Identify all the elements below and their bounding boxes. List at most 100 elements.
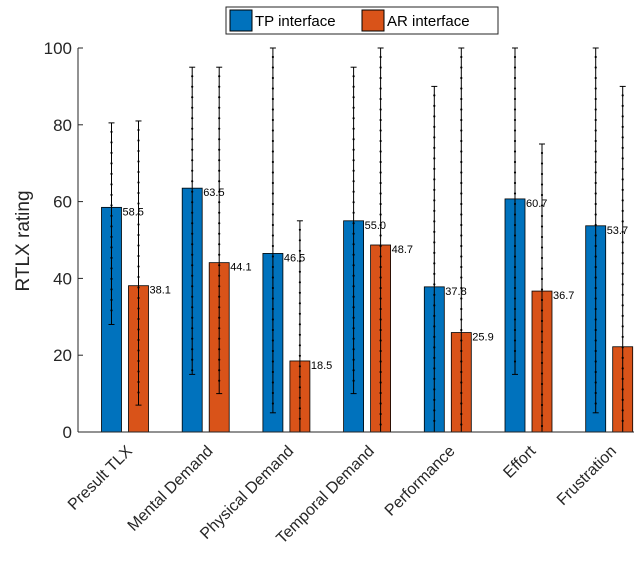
whisker-point: [379, 276, 382, 279]
whisker-point: [137, 380, 140, 384]
whisker-point: [379, 55, 382, 59]
y-tick-label: 80: [53, 116, 72, 135]
whisker-point: [460, 55, 463, 59]
whisker-point: [298, 312, 301, 315]
whisker-point: [271, 328, 274, 332]
whisker-point: [191, 274, 194, 277]
whisker-point: [137, 202, 140, 205]
whisker-point: [433, 262, 436, 265]
whisker-point: [433, 167, 436, 170]
whisker-point: [460, 202, 463, 206]
data-label-ar-0: 38.1: [150, 285, 171, 297]
whisker-point: [137, 223, 140, 226]
whisker-point: [218, 348, 221, 351]
whisker-point: [271, 244, 274, 248]
whisker-point: [460, 192, 463, 195]
whisker-point: [433, 104, 436, 107]
whisker-point: [352, 369, 355, 372]
whisker-point: [191, 264, 194, 267]
whisker-point: [513, 307, 517, 311]
whisker-point: [379, 118, 382, 122]
whisker-point: [191, 96, 194, 99]
whisker-point: [513, 223, 517, 227]
whisker-point: [433, 209, 436, 212]
whisker-point: [594, 286, 597, 290]
whisker-point: [218, 316, 221, 319]
whisker-point: [460, 318, 463, 321]
whisker-point: [540, 361, 544, 365]
whisker-point: [460, 118, 463, 122]
whisker-point: [271, 297, 274, 300]
whisker-point: [352, 306, 355, 309]
whisker-point: [460, 307, 463, 311]
whisker-point: [218, 306, 221, 309]
whisker-point: [271, 160, 274, 164]
whisker-point: [594, 339, 597, 342]
whisker-point: [137, 254, 140, 258]
whisker-point: [137, 359, 140, 363]
whisker-point: [218, 159, 221, 162]
whisker-point: [460, 76, 463, 80]
whisker-point: [594, 307, 597, 311]
whisker-point: [379, 97, 382, 101]
x-tick-label-5: Effort: [500, 442, 539, 481]
whisker-point: [271, 307, 274, 311]
whisker-point: [271, 276, 274, 279]
whisker-point: [433, 157, 436, 160]
whisker-point: [352, 148, 355, 151]
whisker-point: [137, 149, 140, 153]
whisker-point: [540, 351, 544, 354]
whisker-point: [594, 234, 597, 237]
whisker-point: [110, 235, 113, 238]
whisker-point: [191, 201, 194, 204]
whisker-point: [271, 108, 274, 111]
whisker-point: [513, 244, 517, 248]
whisker-point: [191, 295, 194, 298]
whisker-point: [594, 150, 597, 153]
whisker-point: [460, 97, 463, 101]
whisker-point: [110, 288, 113, 291]
whisker-point: [594, 349, 597, 353]
whisker-point: [513, 66, 517, 69]
whisker-point: [460, 171, 463, 174]
y-tick-label: 20: [53, 346, 72, 365]
whisker-point: [594, 213, 597, 216]
y-tick-label: 0: [63, 423, 72, 442]
legend-swatch-tp: [229, 9, 253, 32]
whisker-point: [513, 276, 517, 279]
data-label-tp-0: 58.5: [123, 206, 144, 218]
whisker-point: [298, 270, 301, 273]
whisker-point: [298, 249, 301, 252]
whisker-point: [379, 255, 382, 258]
whisker-point: [379, 370, 382, 374]
whisker-point: [110, 267, 113, 270]
whisker-point: [137, 212, 140, 216]
whisker-point: [137, 317, 140, 321]
whisker-point: [594, 192, 597, 195]
whisker-point: [379, 108, 382, 111]
whisker-point: [433, 241, 436, 244]
x-tick-label-1: Mental Demand: [125, 443, 217, 535]
whisker-point: [513, 55, 517, 59]
whisker-point: [621, 104, 624, 107]
whisker-point: [218, 327, 221, 330]
whisker-point: [540, 424, 544, 428]
whisker-point: [540, 235, 544, 239]
whisker-point: [621, 146, 624, 149]
whisker-point: [513, 213, 517, 216]
y-axis-ticks: 0 20 40 60 80 100: [44, 39, 83, 442]
whisker-point: [110, 298, 113, 301]
whisker-point: [594, 402, 597, 405]
whisker-point: [594, 118, 597, 122]
whisker-point: [513, 129, 517, 132]
whisker-point: [352, 348, 355, 351]
whisker-point: [191, 138, 194, 141]
whisker-point: [137, 391, 140, 394]
whisker-point: [218, 369, 221, 372]
whiskers: [108, 47, 626, 433]
whisker-point: [352, 75, 355, 78]
whisker-point: [218, 295, 221, 298]
whisker-point: [433, 325, 436, 328]
whisker-point: [137, 307, 140, 310]
